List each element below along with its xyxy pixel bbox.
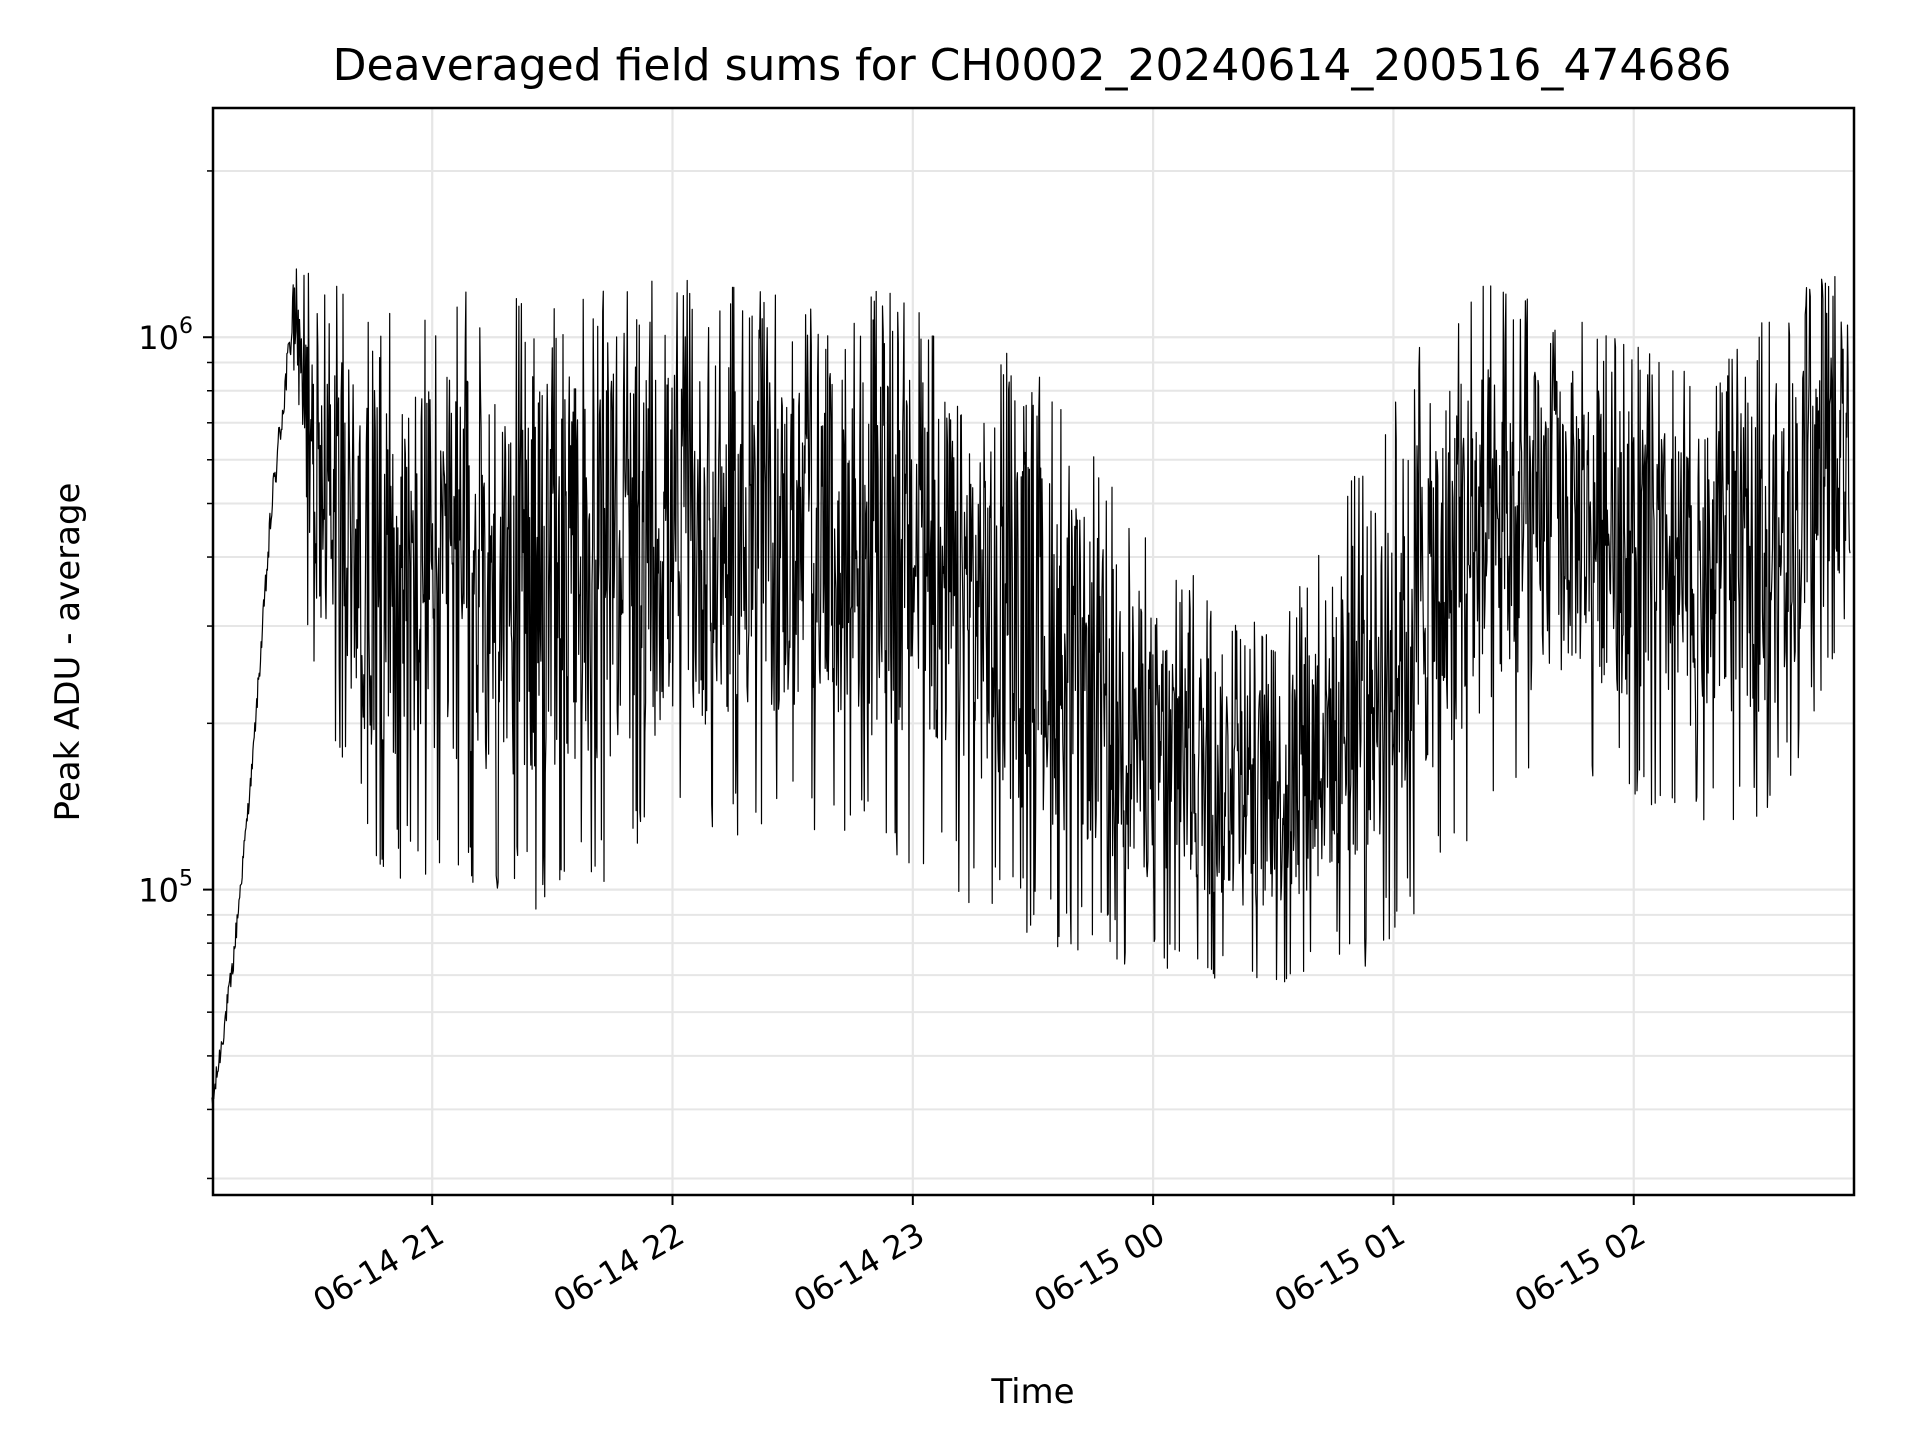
y-tick-base: 10 <box>138 319 179 357</box>
y-tick-label: 105 <box>138 867 193 910</box>
y-tick-label: 106 <box>138 314 193 357</box>
x-tick-label: 06-14 21 <box>307 1215 451 1320</box>
x-tick-label: 06-14 22 <box>547 1215 691 1320</box>
x-tick-label: 06-15 02 <box>1508 1215 1652 1320</box>
series-layer <box>211 268 1851 1105</box>
x-tick-label: 06-15 01 <box>1268 1215 1412 1320</box>
x-axis-label: Time <box>990 1372 1074 1412</box>
series-line <box>211 268 1851 1105</box>
y-tick-base: 10 <box>138 872 179 910</box>
y-tick-exponent: 5 <box>179 867 193 892</box>
y-tick-exponent: 6 <box>179 314 193 339</box>
chart-title: Deaveraged field sums for CH0002_2024061… <box>333 40 1732 91</box>
x-axis: 06-14 21 06-14 22 06-14 23 06-15 00 06-15 01… <box>307 1195 1652 1320</box>
y-axis-label: Peak ADU - average <box>48 483 88 822</box>
plot-frame <box>211 106 1856 1197</box>
x-tick-label: 06-14 23 <box>787 1215 931 1320</box>
x-tick-label: 06-15 00 <box>1028 1215 1172 1320</box>
